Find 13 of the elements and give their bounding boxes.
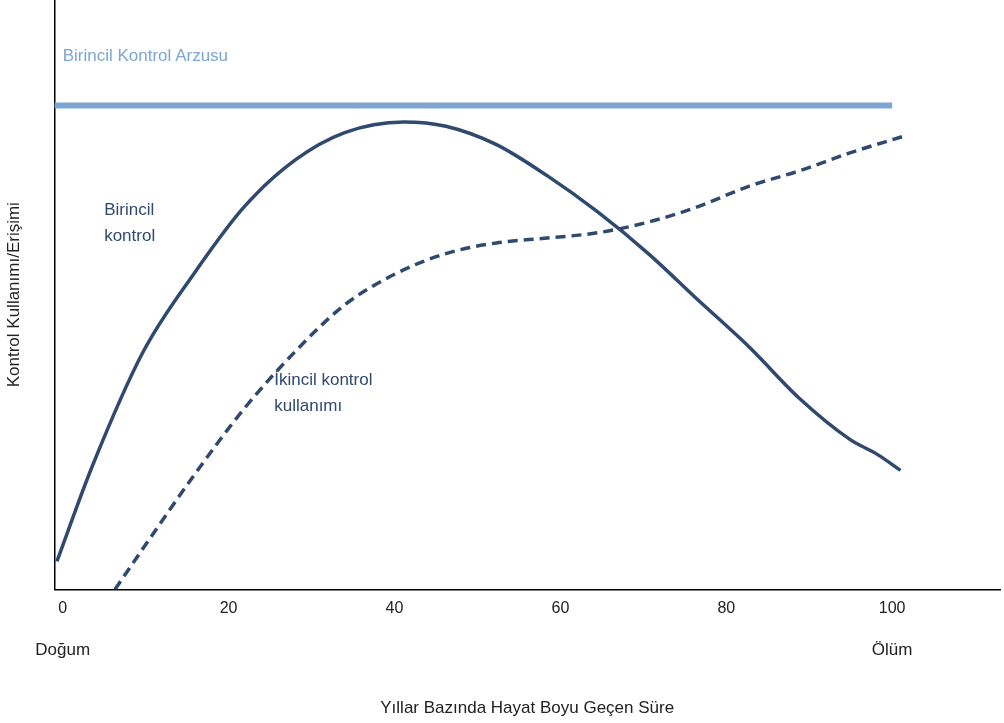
x-tick-label: 80 (717, 599, 736, 617)
x-axis-title: Yıllar Bazında Hayat Boyu Geçen Süre (380, 698, 675, 718)
x-tick-label: 40 (385, 599, 404, 617)
text: Birincil kontrol (104, 200, 156, 246)
series-label: İkincil kontrol kullanımı (274, 369, 373, 415)
x-tick-label: 20 (219, 599, 238, 617)
text: Doğum (35, 639, 91, 659)
text: Ölüm (871, 639, 913, 659)
x-tick-label: 60 (551, 599, 570, 617)
text: Birincil Kontrol Arzusu (62, 45, 229, 65)
x-tick-label: 0 (58, 599, 68, 617)
x-tick-label: 100 (878, 599, 906, 617)
y-axis-title: Kontrol Kullanımı/Erişimi (3, 202, 23, 388)
